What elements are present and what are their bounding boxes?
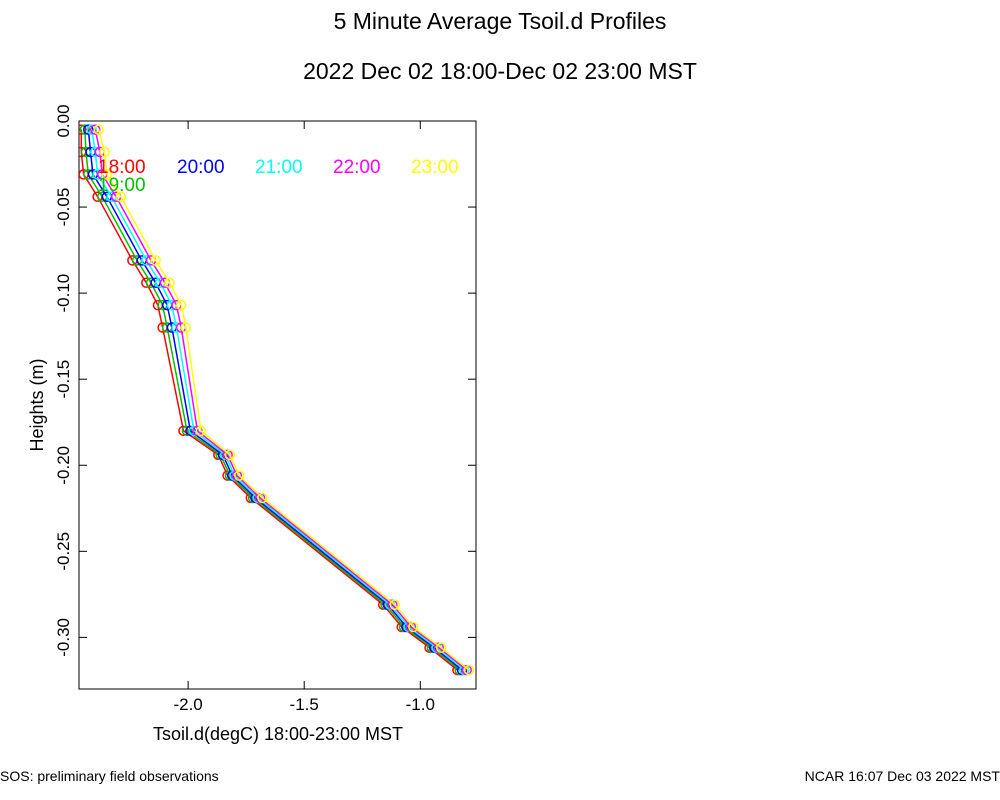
legend-label: 21:00 [255,157,303,178]
data-point [463,664,475,676]
data-point [257,492,268,504]
series-1900 [79,124,465,676]
data-point [101,169,113,180]
data-point [115,191,127,202]
legend-label: 22:00 [333,157,381,178]
data-point [83,124,94,135]
series-2300 [93,124,475,676]
data-point [180,322,192,333]
data-point [79,124,91,135]
legend-label: 18:00 [98,157,146,178]
legend-label: 20:00 [177,157,225,178]
data-point [93,124,104,135]
y-tick-label: -0.25 [54,532,73,571]
series-layer [79,124,475,676]
y-tick-label: 0.00 [54,104,73,137]
data-point [435,642,447,653]
data-point [90,124,101,135]
legend-label: 23:00 [411,157,459,178]
footer-note: SOS: preliminary field observations [0,768,219,784]
x-tick-label: -1.0 [406,695,435,714]
series-1800 [79,124,463,676]
data-point [86,124,98,135]
chart-subtitle: 2022 Dec 02 18:00-Dec 02 23:00 MST [303,58,697,84]
chart-title: 5 Minute Average Tsoil.d Profiles [333,8,667,34]
y-tick-label: -0.20 [54,446,73,485]
x-tick-label: -2.0 [173,695,202,714]
series-line [97,129,470,671]
x-tick-label: -1.5 [290,695,319,714]
legend-label: 19:00 [98,175,146,196]
data-point [233,470,245,481]
y-axis: 0.00 -0.05 -0.10 -0.15 -0.20 -0.25 -0.30 [54,104,476,657]
series-line [87,129,463,671]
data-point [150,255,161,266]
data-point [408,621,419,633]
data-point [175,299,187,311]
series-2100 [86,124,470,676]
series-2200 [90,124,472,676]
y-tick-label: -0.10 [54,274,73,313]
series-2000 [83,124,468,676]
data-point [224,449,236,461]
data-point [99,146,110,158]
series-line [91,129,465,671]
y-tick-label: -0.30 [54,618,73,657]
data-point [389,599,400,610]
series-line [84,129,461,671]
x-axis-label: Tsoil.d(degC) 18:00-23:00 MST [153,724,403,744]
y-tick-label: -0.05 [54,188,73,227]
data-point [79,124,87,135]
plot-frame [78,120,477,690]
data-point [164,277,175,289]
series-line [94,129,468,671]
footer-timestamp: NCAR 16:07 Dec 03 2022 MST [804,768,1000,784]
y-axis-label: Heights (m) [27,358,47,451]
y-tick-label: -0.15 [54,360,73,399]
series-line [80,129,458,671]
data-point [195,425,207,437]
x-axis: -2.0 -1.5 -1.0 [173,121,435,714]
